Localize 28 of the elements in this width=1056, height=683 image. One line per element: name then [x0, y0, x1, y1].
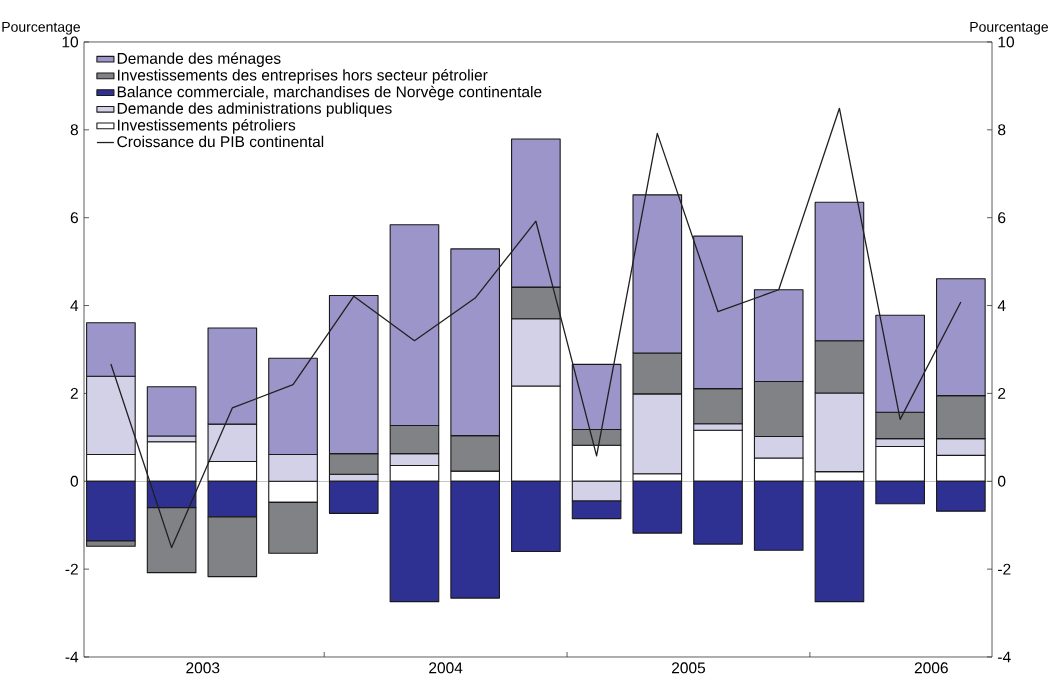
y2-tick-label: -4: [998, 651, 1011, 663]
y2-tick-label: 0: [997, 475, 1006, 487]
x-tick-label: 2004: [429, 662, 463, 674]
y2-tick-label: -2: [998, 563, 1011, 575]
y2-tick-label: 8: [998, 124, 1006, 136]
y-tick-label: 8: [70, 124, 78, 136]
y2-axis-title: Pourcentage: [970, 22, 1049, 35]
y-tick-label: 0: [70, 475, 79, 487]
y-tick-label: 6: [70, 212, 78, 224]
legend-label: Investissements pétroliers: [118, 119, 296, 134]
x-tick-label: 2003: [186, 662, 220, 674]
y-tick-label: -2: [65, 563, 78, 575]
legend-label: Investissements des entreprises hors secteur pétrolier: [118, 69, 488, 84]
y2-tick-label: 2: [998, 388, 1006, 399]
legend-label: Demande des ménages: [117, 52, 281, 67]
y-tick-label: -4: [65, 651, 79, 663]
legend-label: Balance commerciale, marchandises de Norvège continentale: [117, 85, 542, 101]
y-tick-label: 10: [62, 36, 79, 48]
legend-label: Croissance du PIB continental: [117, 135, 324, 148]
x-tick-label: 2006: [914, 662, 948, 674]
y-tick-label: 2: [70, 388, 78, 399]
y2-tick-label: 10: [998, 36, 1015, 48]
x-tick-label: 2005: [672, 662, 706, 674]
legend-label: Demande des administrations publiques: [117, 102, 392, 117]
y-axis-title: Pourcentage: [2, 22, 81, 35]
y2-tick-label: 4: [997, 300, 1006, 311]
y-tick-label: 4: [70, 300, 79, 311]
y2-tick-label: 6: [998, 212, 1006, 224]
